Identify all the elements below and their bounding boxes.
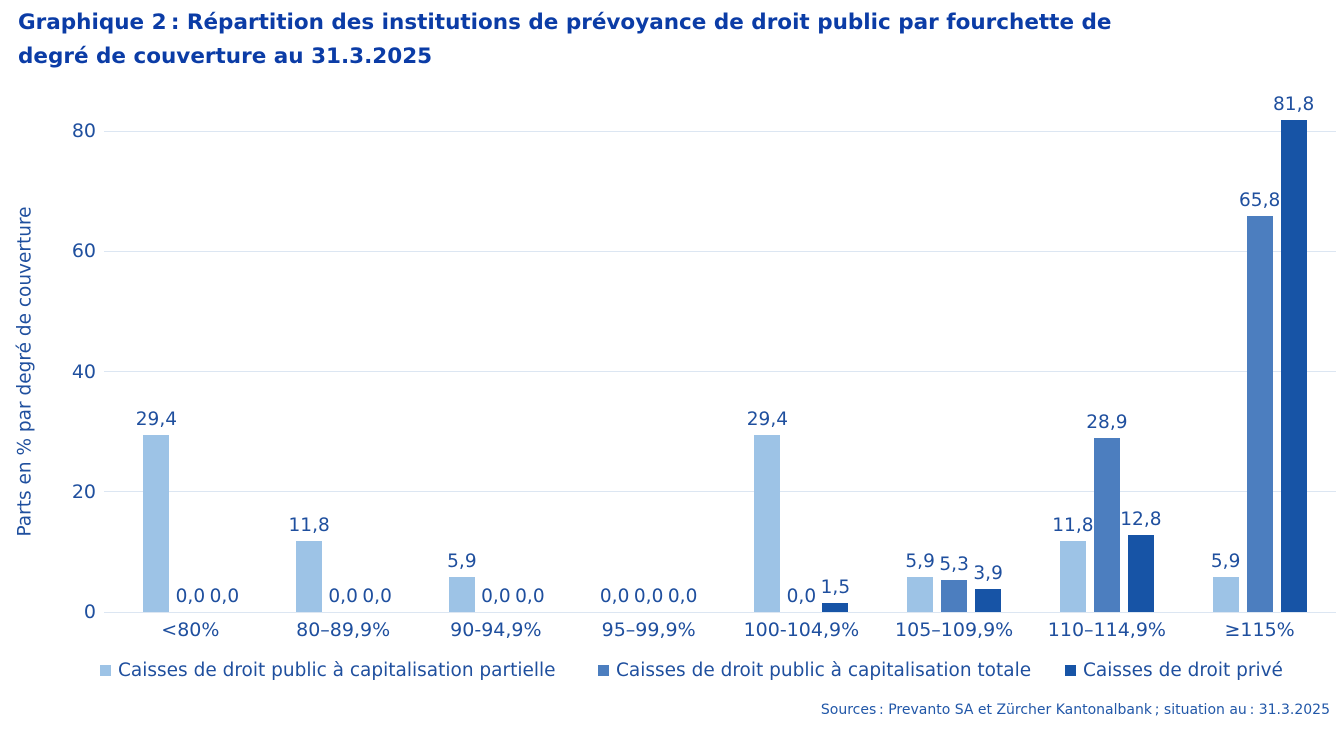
- gridline-80: [104, 130, 1336, 132]
- bar-series0-cat6: [1059, 541, 1086, 612]
- legend-marker-prive: [1065, 664, 1076, 676]
- y-tick-label-0: 0: [83, 601, 96, 623]
- bar-series0-cat0: [143, 435, 170, 612]
- bar-series1-cat5: [941, 580, 968, 612]
- bar-series2-cat7: [1280, 120, 1307, 612]
- y-tick-label-80: 80: [71, 120, 96, 142]
- value-label-series1-cat4: 0,0: [786, 586, 817, 607]
- value-label-series1-cat0: 0,0: [175, 586, 206, 607]
- value-label-series1-cat3: 0,0: [633, 586, 664, 607]
- legend-marker-totale: [598, 664, 609, 676]
- value-label-series1-cat2: 0,0: [481, 586, 511, 607]
- bar-series1-cat6: [1093, 438, 1120, 612]
- x-tick-label-0: <80%: [161, 619, 220, 641]
- y-tick-label-60: 60: [71, 240, 96, 263]
- value-label-series0-cat3: 0,0: [599, 586, 630, 607]
- x-tick-label-3: 95–99,9%: [601, 619, 696, 641]
- bar-series0-cat5: [907, 576, 934, 612]
- legend-label-prive: Caisses de droit privé: [1083, 659, 1283, 681]
- bar-series2-cat4: [822, 602, 849, 612]
- bar-series1-cat7: [1246, 216, 1273, 612]
- legend-label-totale: Caisses de droit public à capitalisation…: [616, 659, 1032, 681]
- gridline-20: [104, 491, 1336, 493]
- chart-title: Graphique 2 : Répartition des institutio…: [18, 6, 1338, 74]
- legend-label-partielle: Caisses de droit public à capitalisation…: [118, 659, 556, 681]
- bar-series0-cat2: [448, 576, 475, 612]
- x-tick-label-6: 110–114,9%: [1047, 619, 1166, 641]
- x-tick-label-1: 80–89,9%: [296, 619, 391, 641]
- value-label-series2-cat1: 0,0: [362, 586, 392, 607]
- bar-series2-cat5: [975, 588, 1002, 612]
- source-note: Sources : Prevanto SA et Zürcher Kantona…: [820, 702, 1330, 718]
- legend-item-droit-prive: Caisses de droit privé: [1065, 656, 1283, 684]
- bar-series2-cat6: [1127, 535, 1154, 612]
- bar-series0-cat1: [296, 541, 323, 612]
- value-label-series1-cat1: 0,0: [328, 586, 358, 607]
- value-label-series1-cat6: 28,9: [1086, 412, 1128, 434]
- legend-item-capitalisation-partielle: Caisses de droit public à capitalisation…: [100, 656, 556, 684]
- value-label-series0-cat1: 11,8: [288, 515, 330, 537]
- value-label-series2-cat4: 1,5: [820, 576, 851, 598]
- chart-title-line2: degré de couverture au 31.3.2025: [18, 44, 433, 69]
- value-label-series2-cat3: 0,0: [667, 586, 698, 607]
- gridline-60: [104, 250, 1336, 252]
- bar-series0-cat7: [1212, 576, 1239, 612]
- legend-marker-partielle: [100, 664, 111, 676]
- value-label-series2-cat7: 81,8: [1273, 94, 1315, 116]
- y-tick-label-40: 40: [71, 360, 96, 383]
- value-label-series2-cat0: 0,0: [209, 586, 240, 607]
- x-tick-label-4: 100-104,9%: [743, 619, 860, 641]
- x-tick-label-7: ≥115%: [1224, 619, 1295, 641]
- x-tick-label-5: 105–109,9%: [895, 619, 1014, 641]
- value-label-series1-cat5: 5,3: [939, 554, 969, 576]
- chart-legend: Caisses de droit public à capitalisation…: [0, 656, 1344, 684]
- value-label-series0-cat2: 5,9: [447, 550, 477, 572]
- value-label-series0-cat4: 29,4: [746, 409, 788, 431]
- gridline-0: [104, 611, 1336, 613]
- legend-item-capitalisation-totale: Caisses de droit public à capitalisation…: [598, 656, 1031, 684]
- y-tick-label-20: 20: [71, 480, 96, 503]
- gridline-40: [104, 371, 1336, 372]
- value-label-series2-cat5: 3,9: [973, 562, 1003, 584]
- chart-title-line1: Graphique 2 : Répartition des institutio…: [18, 10, 1112, 35]
- value-label-series2-cat2: 0,0: [515, 586, 545, 607]
- value-label-series0-cat7: 5,9: [1210, 550, 1241, 572]
- value-label-series1-cat7: 65,8: [1239, 190, 1281, 212]
- value-label-series0-cat6: 11,8: [1052, 515, 1094, 537]
- bar-series0-cat4: [754, 435, 781, 612]
- value-label-series0-cat0: 29,4: [135, 409, 177, 431]
- value-label-series0-cat5: 5,9: [905, 550, 935, 572]
- value-label-series2-cat6: 12,8: [1120, 509, 1162, 531]
- x-tick-label-2: 90-94,9%: [450, 619, 542, 641]
